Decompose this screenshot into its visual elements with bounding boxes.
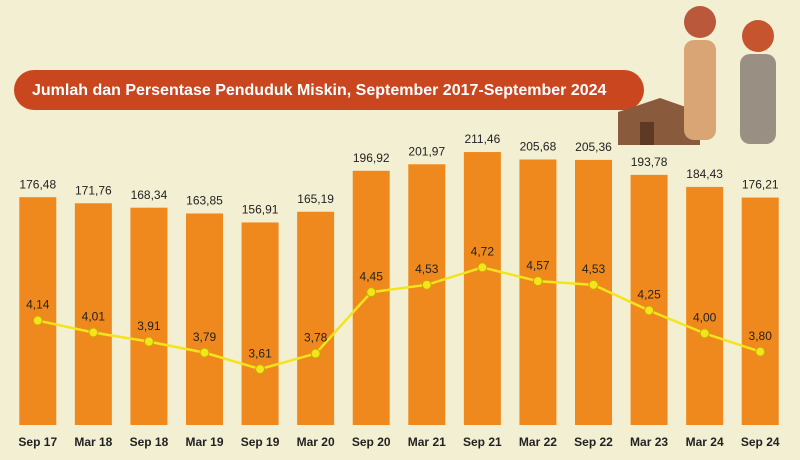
bar-value-label: 165,19 xyxy=(297,192,334,206)
line-marker xyxy=(143,336,154,347)
house xyxy=(618,98,700,145)
line-value-label: 4,72 xyxy=(471,245,495,259)
bar-value-label: 176,48 xyxy=(19,177,56,191)
bar-value-label: 176,21 xyxy=(742,178,779,192)
bar xyxy=(241,222,279,425)
bar-value-label: 184,43 xyxy=(686,167,723,181)
line-marker xyxy=(532,276,543,287)
bar-value-label: 193,78 xyxy=(631,155,668,169)
line xyxy=(37,266,761,371)
x-tick-label: Sep 22 xyxy=(574,435,613,449)
person-body xyxy=(684,40,716,140)
line-value-label: 3,80 xyxy=(749,329,773,343)
bar xyxy=(575,159,612,425)
line-marker xyxy=(477,262,488,273)
x-tick-label: Sep 19 xyxy=(241,435,280,449)
person-body xyxy=(740,54,776,144)
bar-value-label: 163,85 xyxy=(186,194,223,208)
bar-value-label: 171,76 xyxy=(75,183,112,197)
line-marker xyxy=(310,348,321,359)
x-tick-label: Mar 21 xyxy=(408,435,446,449)
bar xyxy=(463,152,501,426)
bar xyxy=(352,170,390,425)
bar xyxy=(130,207,168,425)
line-value-label: 4,01 xyxy=(82,310,106,324)
bar xyxy=(686,186,724,425)
bar xyxy=(19,197,57,425)
person-head xyxy=(742,20,774,52)
line-marker xyxy=(366,287,377,298)
line-value-label: 3,78 xyxy=(304,331,328,345)
bar xyxy=(519,159,557,425)
bar xyxy=(297,211,335,425)
bar-value-label: 201,97 xyxy=(408,144,445,158)
bar-value-label: 211,46 xyxy=(464,132,500,146)
line-marker xyxy=(199,347,210,358)
line-marker xyxy=(88,327,99,338)
line-value-label: 4,00 xyxy=(693,311,717,325)
illustration xyxy=(618,6,776,145)
bar-value-label: 196,92 xyxy=(353,151,390,165)
bar xyxy=(630,174,668,425)
x-tick-label: Mar 18 xyxy=(74,435,112,449)
line-marker xyxy=(421,279,432,290)
bar-value-label: 205,36 xyxy=(575,140,612,154)
person-head xyxy=(684,6,716,38)
line-value-label: 3,61 xyxy=(248,346,272,360)
bar-value-label: 168,34 xyxy=(131,188,168,202)
line-marker xyxy=(255,364,266,375)
line-value-label: 4,14 xyxy=(26,298,50,312)
line-value-label: 4,53 xyxy=(582,262,606,276)
x-tick-label: Mar 23 xyxy=(630,435,668,449)
title-banner xyxy=(14,70,644,110)
line-marker xyxy=(588,279,599,290)
line-value-label: 4,45 xyxy=(360,269,384,283)
line-marker xyxy=(644,305,655,316)
bar xyxy=(741,197,779,425)
x-tick-label: Sep 24 xyxy=(741,435,780,449)
x-tick-label: Mar 22 xyxy=(519,435,557,449)
bar xyxy=(408,164,446,425)
line-value-label: 3,91 xyxy=(137,319,161,333)
bar-value-label: 205,68 xyxy=(520,140,557,154)
line-value-label: 4,53 xyxy=(415,262,439,276)
line-value-label: 4,25 xyxy=(637,288,661,302)
line-marker xyxy=(699,328,710,339)
x-tick-label: Sep 20 xyxy=(352,435,391,449)
line-value-label: 3,79 xyxy=(193,330,217,344)
line-marker xyxy=(32,315,43,326)
x-tick-label: Sep 17 xyxy=(18,435,57,449)
x-tick-label: Sep 21 xyxy=(463,435,502,449)
x-tick-label: Sep 18 xyxy=(130,435,169,449)
line-value-label: 4,57 xyxy=(526,258,550,272)
x-tick-label: Mar 24 xyxy=(686,435,724,449)
x-tick-label: Mar 19 xyxy=(185,435,223,449)
chart-title: Jumlah dan Persentase Penduduk Miskin, S… xyxy=(32,82,607,99)
door xyxy=(640,122,654,145)
line-marker xyxy=(755,346,766,357)
bar xyxy=(186,213,223,425)
bar xyxy=(74,203,112,425)
bar-value-label: 156,91 xyxy=(242,203,279,217)
x-tick-label: Mar 20 xyxy=(297,435,335,449)
